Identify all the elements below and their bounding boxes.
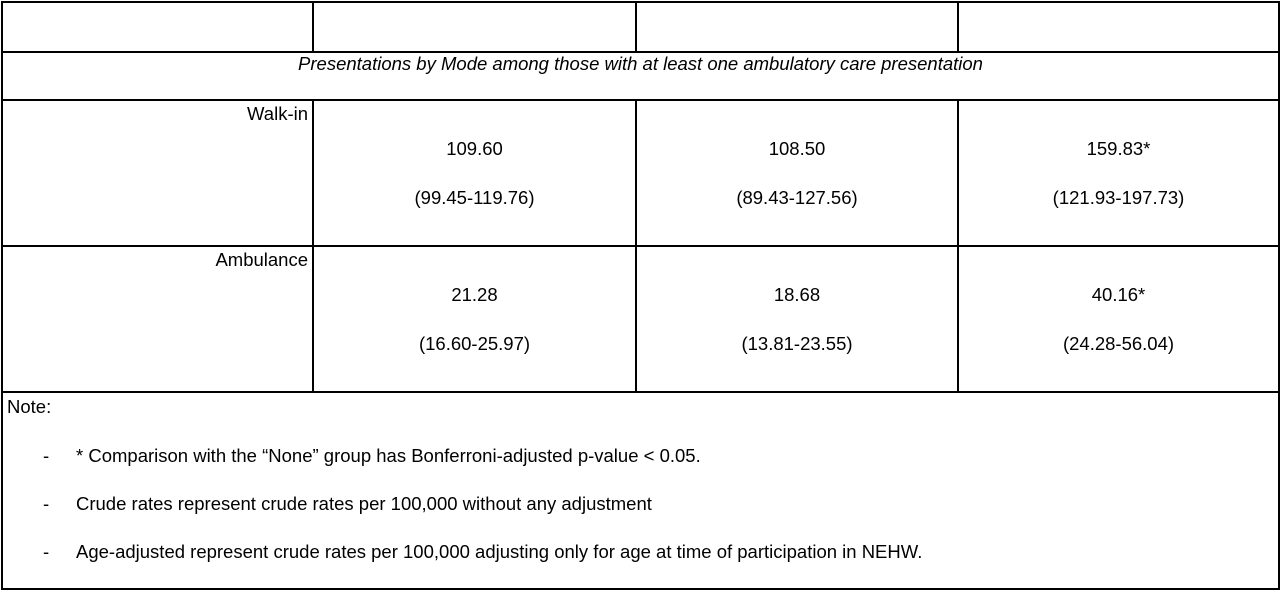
section-row: Presentations by Mode among those with a… bbox=[1, 51, 1280, 101]
note-cell: Note: - * Comparison with the “None” gro… bbox=[1, 391, 1280, 590]
header-row bbox=[1, 1, 1280, 53]
rate-value: 40.16* bbox=[1091, 283, 1146, 305]
rate-value: 109.60 bbox=[446, 137, 503, 159]
table-cell: 108.50 (89.43-127.56) bbox=[635, 99, 959, 247]
rate-value: 108.50 bbox=[768, 137, 826, 159]
confidence-interval: (99.45-119.76) bbox=[414, 186, 535, 208]
table-cell: 18.68 (13.81-23.55) bbox=[635, 245, 959, 393]
note-text: * Comparison with the “None” group has B… bbox=[76, 445, 701, 466]
note-title: Note: bbox=[7, 396, 52, 417]
header-cell bbox=[1, 1, 314, 53]
rate-value: 159.83* bbox=[1086, 137, 1151, 159]
table-cell: 40.16* (24.28-56.04) bbox=[957, 245, 1280, 393]
confidence-interval: (89.43-127.56) bbox=[736, 186, 858, 208]
note-item: - Crude rates represent crude rates per … bbox=[7, 492, 1278, 516]
bullet-dash: - bbox=[43, 493, 50, 514]
confidence-interval: (24.28-56.04) bbox=[1062, 332, 1175, 354]
table-cell: 21.28 (16.60-25.97) bbox=[312, 245, 637, 393]
note-text: Crude rates represent crude rates per 10… bbox=[76, 493, 652, 514]
row-label: Walk-in bbox=[1, 99, 314, 247]
confidence-interval: (121.93-197.73) bbox=[1052, 186, 1185, 208]
confidence-interval: (13.81-23.55) bbox=[741, 332, 853, 354]
rate-value: 21.28 bbox=[451, 283, 498, 305]
row-label: Ambulance bbox=[1, 245, 314, 393]
note-row: Note: - * Comparison with the “None” gro… bbox=[1, 391, 1280, 590]
table-cell: 109.60 (99.45-119.76) bbox=[312, 99, 637, 247]
note-item: - * Comparison with the “None” group has… bbox=[7, 444, 1278, 468]
header-cell bbox=[312, 1, 637, 53]
bullet-dash: - bbox=[43, 445, 50, 466]
table-cell: 159.83* (121.93-197.73) bbox=[957, 99, 1280, 247]
confidence-interval: (16.60-25.97) bbox=[418, 332, 531, 354]
section-title-cell: Presentations by Mode among those with a… bbox=[1, 51, 1280, 101]
header-cell bbox=[957, 1, 1280, 53]
bullet-dash: - bbox=[43, 541, 50, 562]
note-item: - Age-adjusted represent crude rates per… bbox=[7, 540, 1278, 564]
note-text: Age-adjusted represent crude rates per 1… bbox=[76, 541, 923, 562]
table-row: Ambulance 21.28 (16.60-25.97) 18.68 (13.… bbox=[1, 245, 1280, 393]
note-list: - * Comparison with the “None” group has… bbox=[7, 444, 1278, 564]
table-row: Walk-in 109.60 (99.45-119.76) 108.50 (89… bbox=[1, 99, 1280, 247]
section-title: Presentations by Mode among those with a… bbox=[298, 53, 983, 74]
header-cell bbox=[635, 1, 959, 53]
rate-value: 18.68 bbox=[773, 283, 821, 305]
